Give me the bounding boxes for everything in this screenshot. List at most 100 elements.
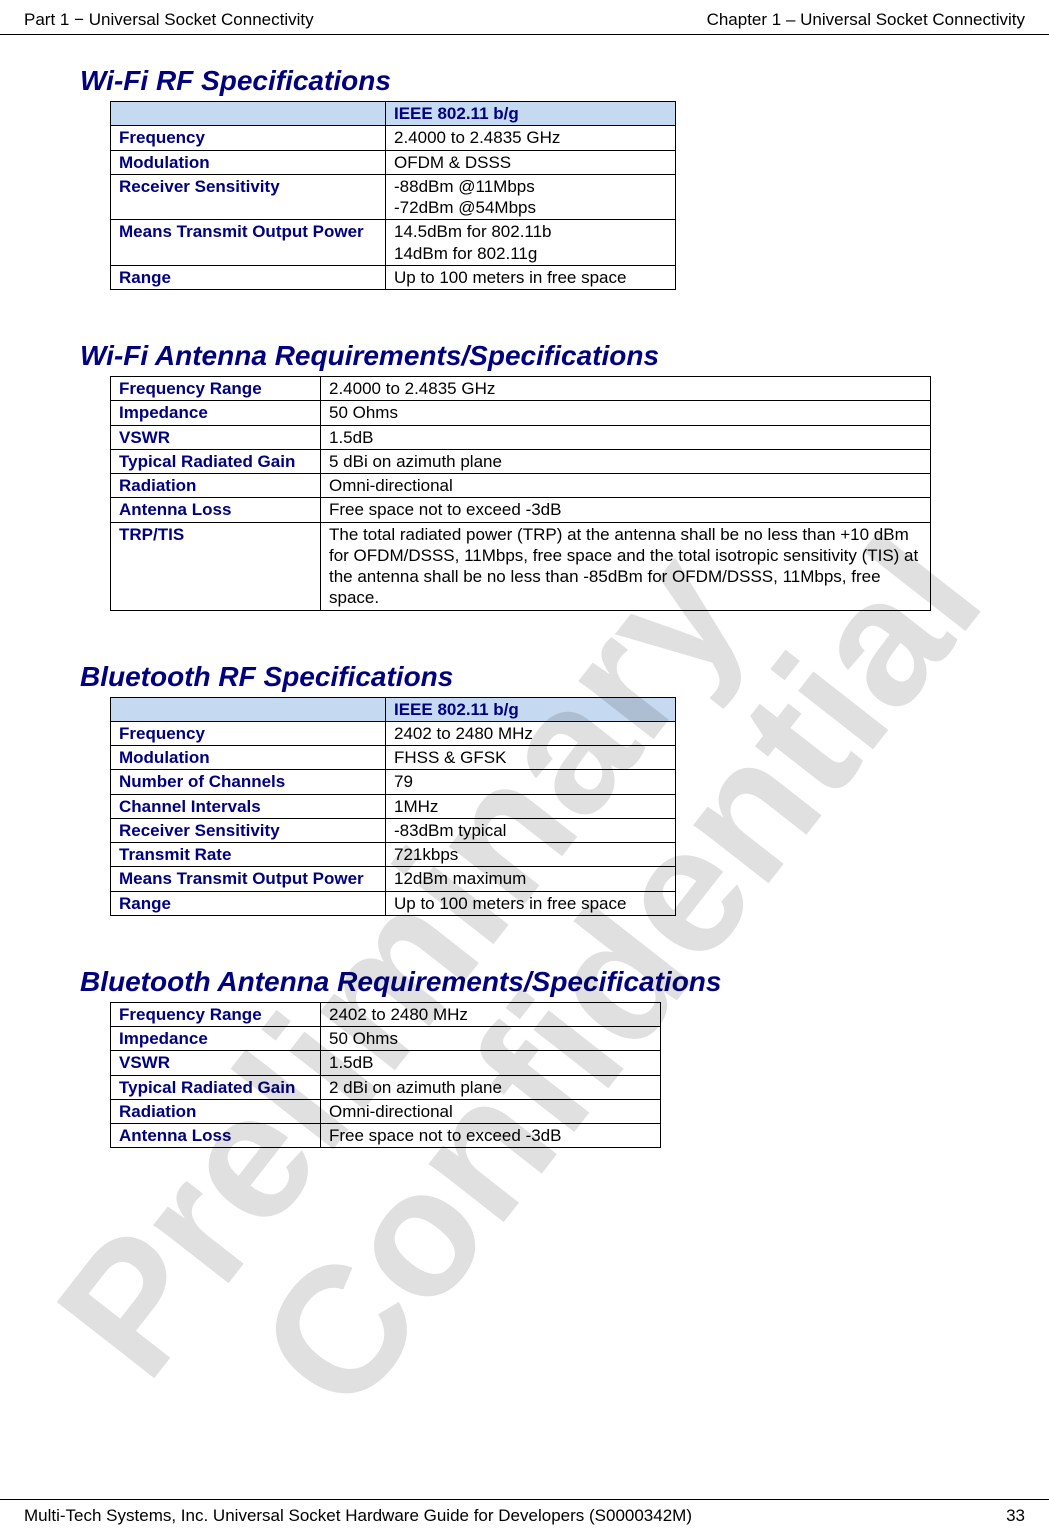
row-label: Antenna Loss xyxy=(111,1124,321,1148)
row-label: Typical Radiated Gain xyxy=(111,449,321,473)
row-value: The total radiated power (TRP) at the an… xyxy=(321,522,931,610)
table-row: ModulationOFDM & DSSS xyxy=(111,150,676,174)
table-row: RangeUp to 100 meters in free space xyxy=(111,265,676,289)
table-row: Means Transmit Output Power12dBm maximum xyxy=(111,867,676,891)
row-value: -83dBm typical xyxy=(386,818,676,842)
row-label: Means Transmit Output Power xyxy=(111,867,386,891)
section-title-bt-rf: Bluetooth RF Specifications xyxy=(80,661,1025,693)
table-row: Receiver Sensitivity-83dBm typical xyxy=(111,818,676,842)
row-value: 12dBm maximum xyxy=(386,867,676,891)
table-wifi-antenna: Frequency Range2.4000 to 2.4835 GHz Impe… xyxy=(110,376,931,611)
table-row: Impedance50 Ohms xyxy=(111,1027,661,1051)
footer-left: Multi-Tech Systems, Inc. Universal Socke… xyxy=(24,1506,692,1526)
page: Preliminary Confidential Part 1 − Univer… xyxy=(0,0,1049,1540)
header-right: Chapter 1 – Universal Socket Connectivit… xyxy=(707,10,1025,30)
row-label: Modulation xyxy=(111,746,386,770)
row-value: 5 dBi on azimuth plane xyxy=(321,449,931,473)
row-label: Frequency xyxy=(111,721,386,745)
row-value: Omni-directional xyxy=(321,1099,661,1123)
row-label: Typical Radiated Gain xyxy=(111,1075,321,1099)
row-label: Means Transmit Output Power xyxy=(111,220,386,266)
row-label: VSWR xyxy=(111,1051,321,1075)
section-title-bt-antenna: Bluetooth Antenna Requirements/Specifica… xyxy=(80,966,1025,998)
row-label: VSWR xyxy=(111,425,321,449)
page-header: Part 1 − Universal Socket Connectivity C… xyxy=(0,0,1049,35)
row-label: Range xyxy=(111,265,386,289)
row-value: 14.5dBm for 802.11b 14dBm for 802.11g xyxy=(386,220,676,266)
table-header-row: IEEE 802.11 b/g xyxy=(111,102,676,126)
row-label: Frequency Range xyxy=(111,377,321,401)
table-row: RadiationOmni-directional xyxy=(111,1099,661,1123)
table-row: Channel Intervals1MHz xyxy=(111,794,676,818)
header-left: Part 1 − Universal Socket Connectivity xyxy=(24,10,314,30)
table-row: Means Transmit Output Power14.5dBm for 8… xyxy=(111,220,676,266)
page-footer: Multi-Tech Systems, Inc. Universal Socke… xyxy=(0,1499,1049,1540)
row-value: 2.4000 to 2.4835 GHz xyxy=(321,377,931,401)
row-label: Radiation xyxy=(111,1099,321,1123)
table-header-cell xyxy=(111,697,386,721)
row-value: FHSS & GFSK xyxy=(386,746,676,770)
section-title-wifi-rf: Wi-Fi RF Specifications xyxy=(80,65,1025,97)
row-value: 50 Ohms xyxy=(321,401,931,425)
table-row: Receiver Sensitivity-88dBm @11Mbps -72dB… xyxy=(111,174,676,220)
row-label: Receiver Sensitivity xyxy=(111,818,386,842)
table-row: Transmit Rate721kbps xyxy=(111,843,676,867)
row-value: Up to 100 meters in free space xyxy=(386,891,676,915)
row-label: Frequency Range xyxy=(111,1002,321,1026)
row-label: Receiver Sensitivity xyxy=(111,174,386,220)
table-row: Frequency2.4000 to 2.4835 GHz xyxy=(111,126,676,150)
page-content: Wi-Fi RF Specifications IEEE 802.11 b/g … xyxy=(0,65,1049,1148)
row-value: Omni-directional xyxy=(321,474,931,498)
row-label: Impedance xyxy=(111,401,321,425)
row-value: 721kbps xyxy=(386,843,676,867)
row-label: Transmit Rate xyxy=(111,843,386,867)
row-value: Free space not to exceed -3dB xyxy=(321,498,931,522)
row-value: 2402 to 2480 MHz xyxy=(386,721,676,745)
table-bt-rf: IEEE 802.11 b/g Frequency2402 to 2480 MH… xyxy=(110,697,676,916)
row-label: Radiation xyxy=(111,474,321,498)
table-row: Typical Radiated Gain2 dBi on azimuth pl… xyxy=(111,1075,661,1099)
table-header-row: IEEE 802.11 b/g xyxy=(111,697,676,721)
row-value: 79 xyxy=(386,770,676,794)
row-value: 2.4000 to 2.4835 GHz xyxy=(386,126,676,150)
row-label: TRP/TIS xyxy=(111,522,321,610)
table-bt-antenna: Frequency Range2402 to 2480 MHz Impedanc… xyxy=(110,1002,661,1149)
row-value: Free space not to exceed -3dB xyxy=(321,1124,661,1148)
table-row: TRP/TISThe total radiated power (TRP) at… xyxy=(111,522,931,610)
row-label: Antenna Loss xyxy=(111,498,321,522)
table-header-cell: IEEE 802.11 b/g xyxy=(386,697,676,721)
row-label: Range xyxy=(111,891,386,915)
table-row: RangeUp to 100 meters in free space xyxy=(111,891,676,915)
table-row: RadiationOmni-directional xyxy=(111,474,931,498)
table-row: Typical Radiated Gain5 dBi on azimuth pl… xyxy=(111,449,931,473)
table-header-cell: IEEE 802.11 b/g xyxy=(386,102,676,126)
row-value: 1.5dB xyxy=(321,1051,661,1075)
row-label: Channel Intervals xyxy=(111,794,386,818)
row-label: Modulation xyxy=(111,150,386,174)
row-value: Up to 100 meters in free space xyxy=(386,265,676,289)
row-value: OFDM & DSSS xyxy=(386,150,676,174)
table-row: Frequency Range2402 to 2480 MHz xyxy=(111,1002,661,1026)
row-label: Frequency xyxy=(111,126,386,150)
row-value: 2 dBi on azimuth plane xyxy=(321,1075,661,1099)
table-row: Frequency2402 to 2480 MHz xyxy=(111,721,676,745)
table-row: VSWR1.5dB xyxy=(111,1051,661,1075)
table-row: ModulationFHSS & GFSK xyxy=(111,746,676,770)
table-header-cell xyxy=(111,102,386,126)
row-value: 50 Ohms xyxy=(321,1027,661,1051)
row-value: 2402 to 2480 MHz xyxy=(321,1002,661,1026)
section-title-wifi-antenna: Wi-Fi Antenna Requirements/Specification… xyxy=(80,340,1025,372)
table-row: Number of Channels79 xyxy=(111,770,676,794)
row-label: Impedance xyxy=(111,1027,321,1051)
row-value: -88dBm @11Mbps -72dBm @54Mbps xyxy=(386,174,676,220)
table-row: Antenna LossFree space not to exceed -3d… xyxy=(111,498,931,522)
row-label: Number of Channels xyxy=(111,770,386,794)
row-value: 1.5dB xyxy=(321,425,931,449)
footer-right: 33 xyxy=(1006,1506,1025,1526)
table-wifi-rf: IEEE 802.11 b/g Frequency2.4000 to 2.483… xyxy=(110,101,676,290)
table-row: VSWR1.5dB xyxy=(111,425,931,449)
table-row: Frequency Range2.4000 to 2.4835 GHz xyxy=(111,377,931,401)
table-row: Antenna LossFree space not to exceed -3d… xyxy=(111,1124,661,1148)
table-row: Impedance50 Ohms xyxy=(111,401,931,425)
row-value: 1MHz xyxy=(386,794,676,818)
